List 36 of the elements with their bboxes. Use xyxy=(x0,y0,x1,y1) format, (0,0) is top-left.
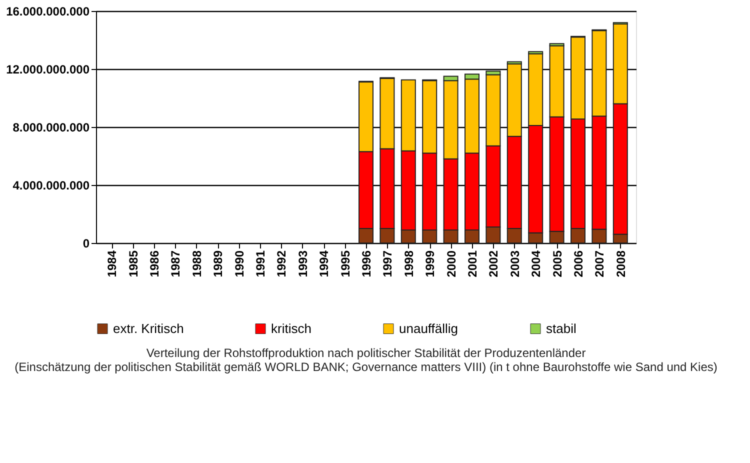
y-tick-label: 0 xyxy=(82,236,90,250)
x-tick-label: 1997 xyxy=(380,250,395,278)
x-tick-label: 1996 xyxy=(360,250,374,278)
x-tick-label: 2007 xyxy=(592,250,607,278)
x-tick-label: 2006 xyxy=(572,250,586,278)
x-tick-label: 2002 xyxy=(486,250,501,278)
x-tick-label: 2005 xyxy=(550,250,564,278)
x-tick-label: 1994 xyxy=(317,250,332,278)
x-tick-label: 2001 xyxy=(466,250,480,278)
x-tick-label: 2008 xyxy=(614,250,628,278)
x-tick-label: 2003 xyxy=(508,250,522,278)
x-tick-label: 1998 xyxy=(402,250,416,278)
x-tick-label: 1991 xyxy=(254,250,268,278)
text: (Einschätzung der politischen Stabilität gemäß WORLD BANK; Governance matters VIII) (in t ohne Baurohstoffe wie Sand und Kies) xyxy=(14,360,718,374)
x-tick-label: 1987 xyxy=(168,250,183,278)
x-tick-label: 2004 xyxy=(529,250,544,278)
x-tick-label: 2000 xyxy=(444,250,458,278)
x-tick-label: 1984 xyxy=(105,250,120,278)
x-tick-label: 1999 xyxy=(423,250,438,278)
y-tick-label: 4.000.000.000 xyxy=(12,178,90,192)
legend-label: kritisch xyxy=(271,320,312,336)
x-tick-label: 1990 xyxy=(232,250,246,278)
y-tick-label: 12.000.000.000 xyxy=(6,62,90,76)
x-tick-label: 1985 xyxy=(126,250,140,278)
legend-label: stabil xyxy=(546,320,576,336)
legend-label: unauffällig xyxy=(399,320,458,336)
x-tick-label: 1993 xyxy=(296,250,310,278)
y-tick-label: 16.000.000.000 xyxy=(6,4,90,18)
x-tick-label: 1989 xyxy=(211,250,226,278)
legend-label: extr. Kritisch xyxy=(113,320,184,336)
x-tick-label: 1988 xyxy=(190,250,204,278)
x-tick-label: 1992 xyxy=(274,250,289,278)
y-tick-label: 8.000.000.000 xyxy=(12,120,90,134)
text: Verteilung der Rohstoffproduktion nach politischer Stabilität der Produzentenländer xyxy=(146,346,586,360)
x-tick-label: 1986 xyxy=(148,250,162,278)
x-tick-label: 1995 xyxy=(338,250,352,278)
